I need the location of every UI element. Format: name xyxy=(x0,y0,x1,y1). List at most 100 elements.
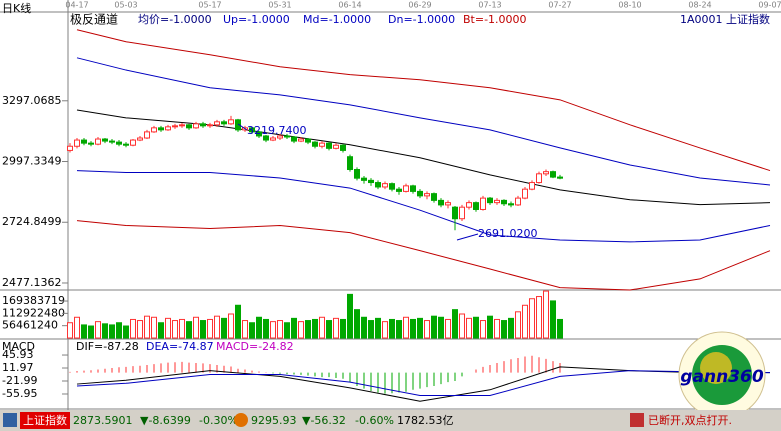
connection[interactable]: 已断开,双点打开. xyxy=(648,413,732,427)
volume-bar xyxy=(410,318,416,339)
volume-bar xyxy=(193,316,199,339)
candle-body xyxy=(88,142,94,145)
candle-body xyxy=(95,138,101,145)
volume-bar xyxy=(95,321,101,339)
index-tab[interactable] xyxy=(20,412,70,429)
x-tick-label: 07-13 xyxy=(478,1,501,10)
volume-bar xyxy=(487,315,493,339)
volume-bar xyxy=(361,316,367,339)
status-bar: 上证指数 2873.5901 ▼-8.6399 -0.30% 9295.93 ▼… xyxy=(0,410,781,431)
index2-change: ▼-56.32 xyxy=(302,414,346,427)
indicator-line xyxy=(76,109,771,206)
volume-bar xyxy=(242,320,248,339)
candle-body xyxy=(291,136,297,142)
volume-bar xyxy=(270,321,276,339)
volume-bar xyxy=(235,304,241,339)
x-tick-label: 05-17 xyxy=(198,1,221,10)
candle-body xyxy=(403,185,409,192)
volume-bar xyxy=(165,317,171,339)
candle-body xyxy=(368,179,374,184)
volume-bar xyxy=(263,318,269,339)
volume-bar xyxy=(452,309,458,339)
volume-bar xyxy=(494,318,500,339)
volume-bar xyxy=(179,318,185,339)
volume-bar xyxy=(529,298,535,339)
x-tick-label: 08-24 xyxy=(688,1,711,10)
status-icon[interactable] xyxy=(3,413,17,427)
volume-bar xyxy=(522,304,528,339)
y-tick-label: 2997.3349 xyxy=(2,155,62,168)
candle-body xyxy=(256,131,262,137)
volume-bar xyxy=(326,320,332,339)
x-tick-label: 09-07 xyxy=(758,1,781,10)
volume-bar xyxy=(158,322,164,339)
candle-body xyxy=(137,137,143,141)
volume-bar xyxy=(501,320,507,339)
y-tick-label: 2477.1362 xyxy=(2,276,62,289)
candle-body xyxy=(312,141,318,147)
candle-body xyxy=(522,188,528,199)
candle-body xyxy=(207,124,213,127)
volume-bar xyxy=(382,321,388,339)
candle-body xyxy=(494,199,500,204)
y-tick-label: -55.95 xyxy=(2,387,37,400)
candle-body xyxy=(410,185,416,192)
index-name[interactable]: 上证指数 xyxy=(23,413,67,427)
x-tick-label: 05-03 xyxy=(114,1,137,10)
candle-body xyxy=(172,125,178,128)
volume-bar xyxy=(123,325,129,339)
y-tick-label: 2724.8499 xyxy=(2,215,62,228)
candle-body xyxy=(74,139,80,147)
volume-bar xyxy=(417,317,423,339)
x-tick-label: 08-10 xyxy=(618,1,641,10)
volume-bar xyxy=(424,320,430,339)
volume-bar xyxy=(88,325,94,339)
candle-body xyxy=(557,176,563,179)
y-tick-label: 11.97 xyxy=(2,361,34,374)
volume-bar xyxy=(333,317,339,339)
logo: gann360 xyxy=(678,331,766,419)
volume-bar xyxy=(298,321,304,339)
volume-bar xyxy=(109,324,115,339)
frame xyxy=(0,0,781,410)
index-price: 2873.5901 xyxy=(73,414,133,427)
logo-text: gann360 xyxy=(680,367,764,387)
y-tick-label: 56461240 xyxy=(2,319,58,332)
y-tick-label: -21.99 xyxy=(2,374,37,387)
volume-bar xyxy=(200,320,206,339)
candle-body xyxy=(417,190,423,197)
status-icon[interactable] xyxy=(630,413,644,427)
volume-bar xyxy=(284,322,290,339)
candle-body xyxy=(529,182,535,190)
index-change: ▼-8.6399 xyxy=(140,414,191,427)
volume-bar xyxy=(403,316,409,339)
volume-bar xyxy=(515,311,521,339)
volume-bar xyxy=(67,322,73,339)
plots: 均价=-1.0000 Up=-1.0000 Md=-1.0000 Dn=-1.0000… xyxy=(2,1,781,402)
candle-body xyxy=(67,145,73,151)
candle-body xyxy=(214,121,220,126)
indicator-label: 均价=-1.0000 xyxy=(138,13,212,26)
candle-body xyxy=(116,141,122,145)
candle-body xyxy=(130,139,136,146)
annotation-pointer xyxy=(237,123,248,131)
volume-bar xyxy=(186,321,192,339)
candle-body xyxy=(319,142,325,147)
volume-bar xyxy=(151,316,157,339)
candle-body xyxy=(228,119,234,125)
candle-body xyxy=(109,140,115,143)
x-tick-label: 06-29 xyxy=(408,1,431,10)
volume-bar xyxy=(354,309,360,339)
candle-body xyxy=(396,188,402,192)
period-label: 日K线 xyxy=(2,1,31,15)
candle-body xyxy=(543,171,549,175)
annotation: 2691.0200 xyxy=(478,227,538,240)
candle-body xyxy=(347,156,353,171)
macd-label: MACD xyxy=(2,340,35,353)
symbol: 1A0001 上证指数 xyxy=(680,12,770,26)
volume-bar xyxy=(557,318,563,339)
volume-bar xyxy=(81,324,87,339)
candle-body xyxy=(473,202,479,210)
